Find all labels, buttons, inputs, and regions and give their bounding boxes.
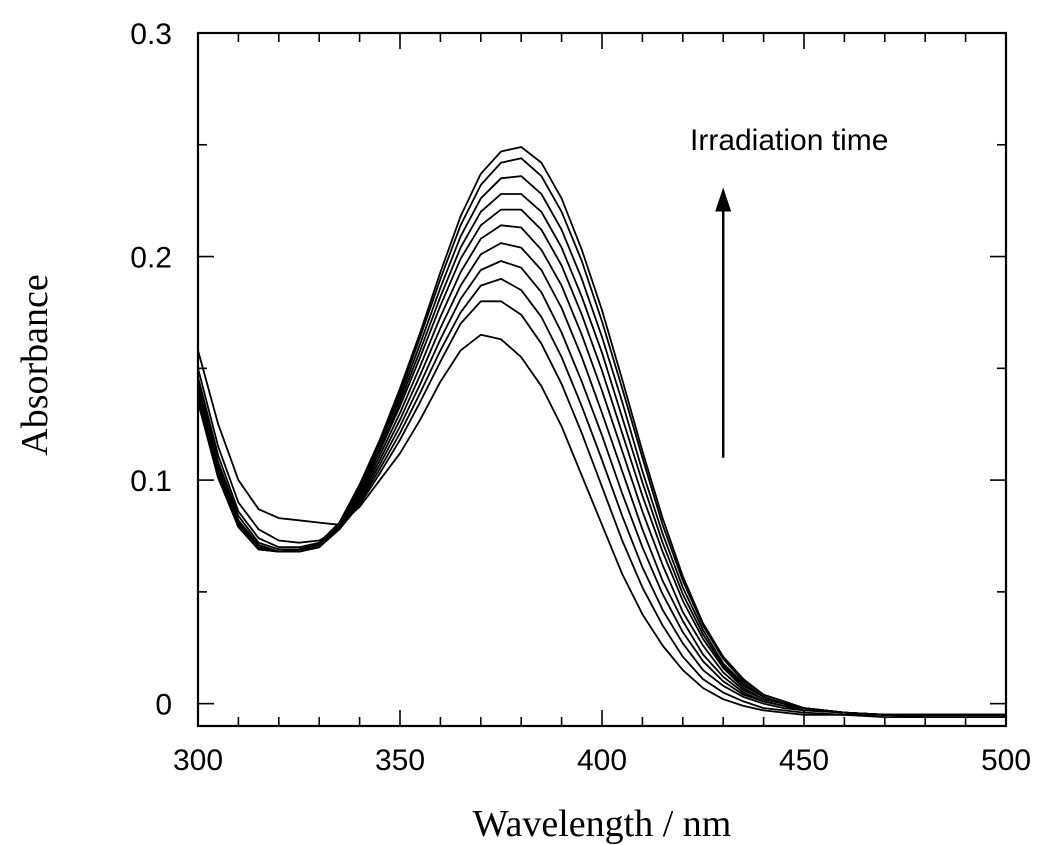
y-tick-label: 0.1 — [130, 465, 172, 498]
y-axis-title: Absorbance — [14, 274, 56, 455]
series-layer — [197, 146, 1006, 718]
x-tick-label: 400 — [577, 744, 627, 777]
series-line-9 — [197, 175, 1006, 716]
y-tick-label: 0.2 — [130, 242, 172, 275]
ticks-layer — [197, 32, 1007, 726]
y-tick-label: 0 — [155, 689, 172, 722]
irradiation-arrow-head — [715, 187, 732, 212]
series-line-5 — [197, 242, 1006, 716]
tick-labels: 300 350 400 450 500 0 0.1 0.2 0.3 — [130, 18, 1031, 777]
series-line-6 — [197, 224, 1006, 716]
x-tick-label: 450 — [779, 744, 829, 777]
x-tick-label: 300 — [173, 744, 223, 777]
x-axis-title: Wavelength / nm — [473, 803, 732, 845]
series-line-2 — [197, 300, 1006, 718]
series-line-3 — [197, 278, 1006, 716]
series-line-11 — [197, 146, 1006, 716]
x-tick-label: 350 — [375, 744, 425, 777]
series-line-1 — [197, 333, 1006, 718]
series-line-8 — [197, 193, 1006, 716]
x-tick-label: 500 — [981, 744, 1031, 777]
y-tick-label: 0.3 — [130, 18, 172, 51]
irradiation-time-label: Irradiation time — [690, 124, 888, 157]
